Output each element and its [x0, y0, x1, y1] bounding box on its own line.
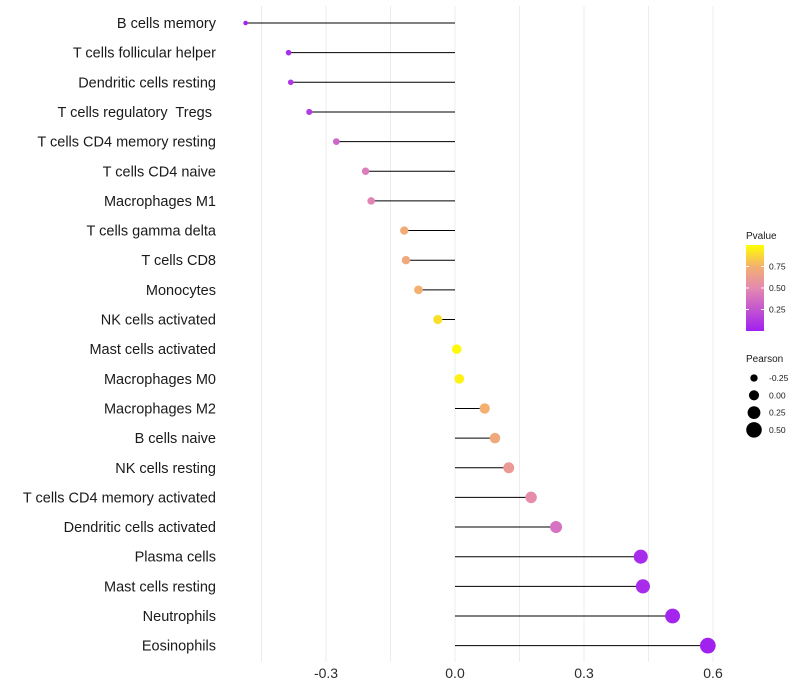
size-legend-dot — [746, 422, 762, 438]
colorbar-tick-label: 0.50 — [769, 283, 786, 293]
grid — [261, 6, 714, 662]
category-label: T cells follicular helper — [73, 46, 216, 62]
pvalue-colorbar — [746, 245, 764, 331]
x-tick-label: -0.3 — [314, 665, 338, 681]
data-point — [332, 138, 340, 145]
data-point — [503, 462, 515, 474]
size-legend-label: -0.25 — [769, 373, 789, 383]
category-label: Eosinophils — [142, 639, 216, 655]
colorbar-tick-label: 0.25 — [769, 305, 786, 315]
category-label: T cells CD4 memory activated — [23, 490, 216, 506]
data-point — [489, 432, 501, 444]
category-label: NK cells activated — [101, 313, 216, 329]
size-legend-label: 0.25 — [769, 408, 786, 418]
legends: Pvalue 0.25 0.50 0.75 Pearson -0.25 0.00 0.25 0.… — [746, 231, 789, 438]
data-point — [633, 549, 648, 564]
category-label: T cells CD8 — [141, 253, 216, 269]
data-point — [367, 197, 375, 205]
data-point — [287, 79, 294, 86]
category-label: T cells CD4 memory resting — [37, 135, 216, 151]
data-point — [414, 285, 423, 295]
data-point — [451, 344, 462, 354]
data-point — [525, 491, 537, 504]
data-point — [550, 521, 563, 534]
data-point — [243, 20, 248, 26]
category-label: T cells CD4 naive — [103, 164, 216, 180]
data-point — [665, 608, 681, 624]
data-point — [285, 49, 292, 56]
x-tick-label: 0.0 — [445, 665, 465, 681]
category-label: NK cells resting — [115, 461, 216, 477]
data-point — [635, 579, 650, 594]
data-point — [361, 167, 370, 175]
category-label: Plasma cells — [135, 550, 216, 566]
stems — [245, 22, 708, 647]
category-label: T cells gamma delta — [87, 224, 217, 240]
category-label: Macrophages M1 — [104, 194, 216, 210]
category-label: Macrophages M0 — [104, 372, 216, 388]
category-label: T cells regulatory Tregs — [58, 105, 217, 121]
data-point — [454, 373, 465, 384]
category-label: Dendritic cells activated — [64, 520, 216, 536]
data-point — [479, 403, 490, 414]
category-label: B cells naive — [135, 431, 216, 447]
x-tick-labels: -0.3 0.0 0.3 0.6 — [314, 665, 723, 681]
category-label: Monocytes — [146, 283, 216, 299]
data-point — [699, 637, 716, 654]
points — [243, 20, 716, 654]
colorbar-tick-label: 0.75 — [769, 262, 786, 272]
category-label: Neutrophils — [143, 609, 216, 625]
category-label: Macrophages M2 — [104, 401, 216, 417]
category-label: B cells memory — [117, 16, 217, 32]
pvalue-legend-title: Pvalue — [746, 231, 777, 242]
data-point — [401, 255, 411, 265]
pearson-legend-title: Pearson — [746, 354, 783, 365]
data-point — [306, 108, 313, 115]
category-label: Mast cells activated — [89, 342, 216, 358]
size-legend-dot — [747, 406, 761, 420]
category-label: Dendritic cells resting — [78, 75, 216, 91]
data-point — [433, 314, 443, 325]
size-legend-label: 0.50 — [769, 425, 786, 435]
size-legend-dot — [748, 390, 760, 401]
data-point — [400, 226, 409, 235]
x-tick-label: 0.3 — [574, 665, 594, 681]
category-labels: B cells memory T cells follicular helper D… — [23, 16, 217, 655]
category-label: Mast cells resting — [104, 579, 216, 595]
size-legend-label: 0.00 — [769, 390, 786, 400]
size-legend-dot — [750, 374, 758, 382]
x-tick-label: 0.6 — [703, 665, 723, 681]
